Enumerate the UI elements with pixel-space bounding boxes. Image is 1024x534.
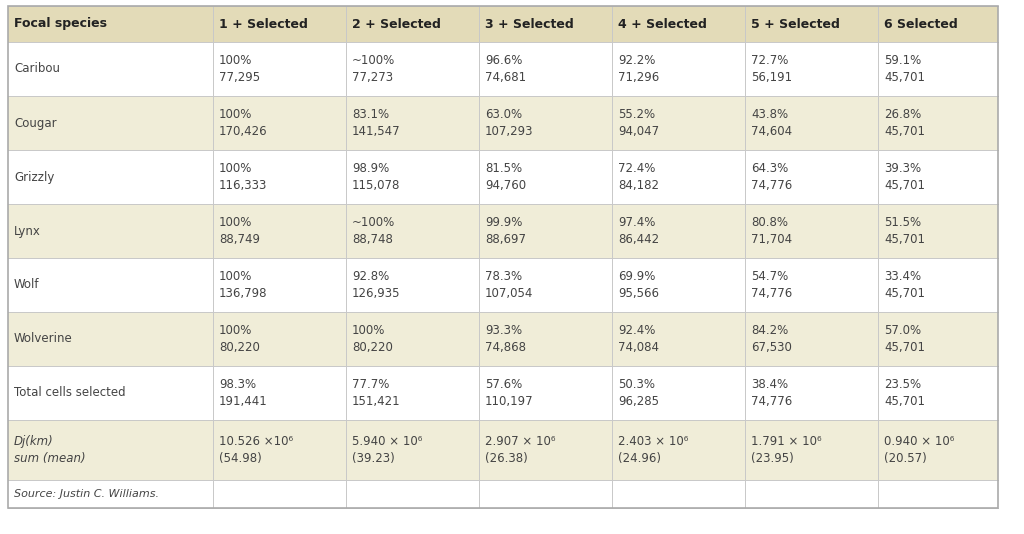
Text: 55.2%
94,047: 55.2% 94,047 [618, 108, 659, 138]
Text: 23.5%
45,701: 23.5% 45,701 [884, 378, 925, 408]
Text: 54.7%
74,776: 54.7% 74,776 [751, 270, 793, 300]
Bar [8, 150, 998, 204]
Text: 100%
88,749: 100% 88,749 [219, 216, 260, 246]
Text: 3 + Selected: 3 + Selected [485, 18, 573, 30]
Bar [8, 96, 998, 150]
Text: 72.7%
56,191: 72.7% 56,191 [751, 54, 793, 84]
Bar [8, 312, 998, 366]
Text: 92.4%
74,084: 92.4% 74,084 [618, 324, 659, 354]
Text: Grizzly: Grizzly [14, 170, 54, 184]
Text: 77.7%
151,421: 77.7% 151,421 [352, 378, 400, 408]
Text: 10.526 ×10⁶
(54.98): 10.526 ×10⁶ (54.98) [219, 435, 293, 465]
Text: 98.3%
191,441: 98.3% 191,441 [219, 378, 267, 408]
Text: 1.791 × 10⁶
(23.95): 1.791 × 10⁶ (23.95) [751, 435, 821, 465]
Text: Total cells selected: Total cells selected [14, 387, 126, 399]
Text: Focal species: Focal species [14, 18, 106, 30]
Bar [8, 204, 998, 258]
Text: 98.9%
115,078: 98.9% 115,078 [352, 162, 400, 192]
Text: 2 + Selected: 2 + Selected [352, 18, 441, 30]
Text: 33.4%
45,701: 33.4% 45,701 [884, 270, 925, 300]
Bar [8, 42, 998, 96]
Text: 26.8%
45,701: 26.8% 45,701 [884, 108, 925, 138]
Bar [8, 258, 998, 312]
Text: 51.5%
45,701: 51.5% 45,701 [884, 216, 925, 246]
Text: 4 + Selected: 4 + Selected [618, 18, 707, 30]
Text: Cougar: Cougar [14, 116, 56, 130]
Text: 5 + Selected: 5 + Selected [751, 18, 840, 30]
Text: 97.4%
86,442: 97.4% 86,442 [618, 216, 659, 246]
Text: 80.8%
71,704: 80.8% 71,704 [751, 216, 793, 246]
Text: 84.2%
67,530: 84.2% 67,530 [751, 324, 792, 354]
Text: Dj(km)
sum (mean): Dj(km) sum (mean) [14, 435, 86, 465]
Bar [8, 6, 998, 42]
Text: 63.0%
107,293: 63.0% 107,293 [485, 108, 534, 138]
Text: 0.940 × 10⁶
(20.57): 0.940 × 10⁶ (20.57) [884, 435, 954, 465]
Text: Wolf: Wolf [14, 279, 40, 292]
Text: 93.3%
74,868: 93.3% 74,868 [485, 324, 526, 354]
Text: ~100%
77,273: ~100% 77,273 [352, 54, 395, 84]
Text: 39.3%
45,701: 39.3% 45,701 [884, 162, 925, 192]
Text: 57.0%
45,701: 57.0% 45,701 [884, 324, 925, 354]
Text: 81.5%
94,760: 81.5% 94,760 [485, 162, 526, 192]
Text: 99.9%
88,697: 99.9% 88,697 [485, 216, 526, 246]
Text: 2.403 × 10⁶
(24.96): 2.403 × 10⁶ (24.96) [618, 435, 688, 465]
Text: 72.4%
84,182: 72.4% 84,182 [618, 162, 659, 192]
Text: 100%
136,798: 100% 136,798 [219, 270, 267, 300]
Text: 64.3%
74,776: 64.3% 74,776 [751, 162, 793, 192]
Text: 2.907 × 10⁶
(26.38): 2.907 × 10⁶ (26.38) [485, 435, 555, 465]
Text: 57.6%
110,197: 57.6% 110,197 [485, 378, 534, 408]
Text: 5.940 × 10⁶
(39.23): 5.940 × 10⁶ (39.23) [352, 435, 422, 465]
Text: 100%
77,295: 100% 77,295 [219, 54, 260, 84]
Text: 59.1%
45,701: 59.1% 45,701 [884, 54, 925, 84]
Text: 1 + Selected: 1 + Selected [219, 18, 308, 30]
Text: 96.6%
74,681: 96.6% 74,681 [485, 54, 526, 84]
Text: ~100%
88,748: ~100% 88,748 [352, 216, 395, 246]
Text: Source: Justin C. Williams.: Source: Justin C. Williams. [14, 489, 159, 499]
Text: Caribou: Caribou [14, 62, 60, 75]
Text: Lynx: Lynx [14, 224, 41, 238]
Bar [8, 366, 998, 420]
Text: 92.8%
126,935: 92.8% 126,935 [352, 270, 400, 300]
Text: 50.3%
96,285: 50.3% 96,285 [618, 378, 659, 408]
Text: 6 Selected: 6 Selected [884, 18, 957, 30]
Text: 83.1%
141,547: 83.1% 141,547 [352, 108, 400, 138]
Text: 69.9%
95,566: 69.9% 95,566 [618, 270, 659, 300]
Bar [8, 480, 998, 508]
Text: 43.8%
74,604: 43.8% 74,604 [751, 108, 793, 138]
Text: Wolverine: Wolverine [14, 333, 73, 345]
Text: 100%
80,220: 100% 80,220 [219, 324, 260, 354]
Text: 92.2%
71,296: 92.2% 71,296 [618, 54, 659, 84]
Text: 100%
80,220: 100% 80,220 [352, 324, 393, 354]
Text: 78.3%
107,054: 78.3% 107,054 [485, 270, 534, 300]
Bar [8, 420, 998, 480]
Text: 100%
116,333: 100% 116,333 [219, 162, 267, 192]
Text: 38.4%
74,776: 38.4% 74,776 [751, 378, 793, 408]
Text: 100%
170,426: 100% 170,426 [219, 108, 267, 138]
